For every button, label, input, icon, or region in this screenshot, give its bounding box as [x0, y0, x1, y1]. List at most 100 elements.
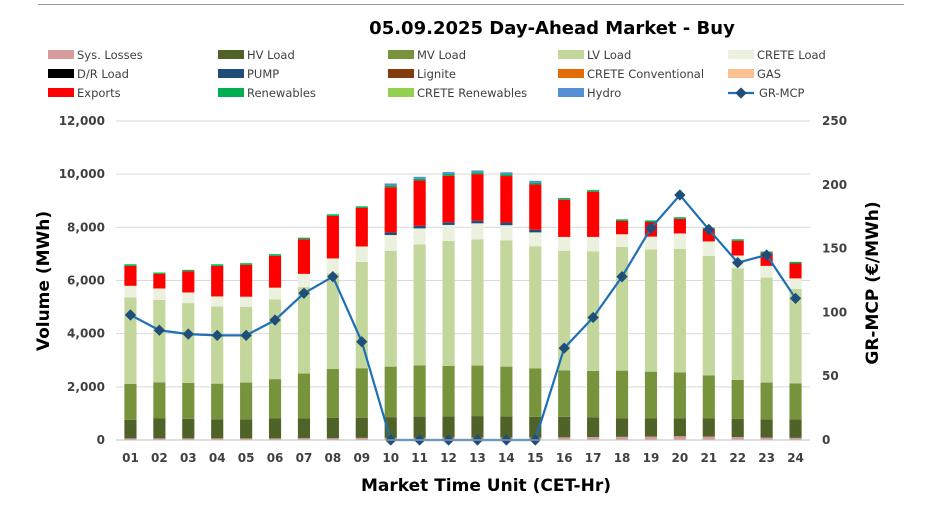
bar-segment-exports — [731, 240, 744, 256]
bar-segment-mv-load — [529, 368, 542, 417]
bar-segment-hv-load — [760, 419, 773, 438]
x-tick-label: 10 — [382, 451, 399, 465]
legend-swatch-hydro — [558, 88, 584, 97]
price-point — [211, 329, 223, 342]
bar-segment-mv-load — [702, 375, 715, 419]
bar-segment-crete-load — [413, 228, 426, 245]
bar-segment-mv-load — [355, 368, 368, 418]
bar-segment-hv-load — [558, 416, 571, 438]
x-tick-label: 11 — [411, 451, 428, 465]
bar-segment-lv-load — [731, 268, 744, 380]
bar-segment-crete-load — [442, 224, 455, 241]
legend-label-hydro: Hydro — [587, 86, 621, 100]
price-point — [732, 256, 744, 269]
bar-segment-crete-load — [789, 278, 802, 290]
bar-segment-mv-load — [558, 370, 571, 417]
bar-segment-crete-load — [500, 225, 513, 241]
bar-segment-exports — [529, 184, 542, 230]
bar-segment-crete-load — [673, 233, 686, 249]
price-point — [356, 336, 368, 348]
legend-label-d-r-load: D/R Load — [77, 67, 129, 81]
price-point — [240, 329, 252, 342]
x-tick-label: 06 — [267, 451, 284, 465]
x-tick-label: 01 — [122, 451, 139, 465]
bar-segment-sys-losses — [587, 437, 600, 440]
bar-segment-sys-losses — [731, 437, 744, 440]
legend-swatch-pump — [218, 69, 244, 78]
bar-segment-hv-load — [211, 419, 224, 439]
bar-segment-sys-losses — [124, 438, 137, 440]
legend-swatch-renewables — [218, 88, 244, 97]
bar-segment-renewables — [442, 173, 455, 176]
bar-segment-hv-load — [413, 416, 426, 438]
bar-segment-crete-load — [268, 287, 282, 300]
bar-segment-exports — [789, 263, 802, 279]
y2-tick-label: 100 — [822, 305, 847, 319]
y-axis-title: Volume (MWh) — [34, 211, 54, 351]
price-point — [182, 328, 194, 340]
bar-segment-hydro — [529, 180, 542, 183]
bar-segment-sys-losses — [211, 438, 224, 440]
bar-segment-hydro — [500, 172, 513, 175]
bar-segment-hv-load — [471, 416, 484, 438]
bar-segment-sys-losses — [789, 437, 802, 440]
bar-segment-renewables — [731, 239, 744, 241]
bar-segment-crete-load — [644, 236, 658, 250]
bar-segment-mv-load — [268, 379, 282, 419]
bar-segment-pump — [500, 222, 513, 226]
x-tick-label: 16 — [556, 451, 573, 465]
bar-segment-lv-load — [384, 250, 397, 367]
bar-segment-sys-losses — [355, 437, 368, 440]
bar-segment-hv-load — [355, 417, 368, 438]
legend-swatch-exports — [48, 88, 74, 97]
bar-segment-exports — [500, 176, 513, 223]
bar-segment-mv-load — [413, 365, 426, 417]
price-point — [587, 311, 599, 324]
bar-segment-mv-load — [760, 382, 773, 420]
legend-label-gas: GAS — [757, 67, 781, 81]
legend-swatch-lv-load — [558, 50, 584, 59]
bar-segment-hv-load — [268, 418, 282, 439]
x-tick-label: 09 — [353, 451, 370, 465]
x-tick-label: 22 — [729, 451, 746, 465]
bar-segment-exports — [182, 271, 195, 293]
bar-segment-hydro — [413, 176, 426, 179]
bar-segment-hydro — [471, 170, 484, 173]
bar-segment-crete-load — [558, 236, 571, 251]
bar-segment-pump — [384, 232, 397, 236]
x-tick-label: 14 — [498, 451, 515, 465]
x-tick-label: 18 — [614, 451, 631, 465]
bar-segment-hv-load — [615, 418, 629, 437]
price-point — [703, 223, 715, 236]
bar-segment-renewables — [471, 172, 484, 175]
bar-segment-exports — [673, 218, 686, 234]
bar-segment-mv-load — [153, 382, 166, 419]
bar-segment-lv-load — [182, 303, 195, 383]
y-tick-label: 0 — [97, 433, 105, 447]
bar-segment-hv-load — [644, 418, 658, 437]
legend-label-crete-conventional: CRETE Conventional — [587, 67, 704, 81]
bar-segment-hv-load — [673, 418, 686, 437]
bar-segment-sys-losses — [326, 438, 339, 440]
bar-segment-crete-load — [760, 265, 773, 278]
bar-segment-exports — [240, 264, 253, 297]
bar-segment-hv-load — [326, 417, 339, 439]
bar-segment-lv-load — [442, 240, 455, 366]
bar-segment-renewables — [153, 272, 166, 274]
legend-label-lignite: Lignite — [417, 67, 456, 81]
bar-segment-renewables — [413, 178, 426, 181]
bar-segment-pump — [529, 229, 542, 233]
legend-label-crete-load: CRETE Load — [757, 48, 826, 62]
x-tick-label: 15 — [527, 451, 544, 465]
y2-tick-label: 250 — [822, 114, 847, 128]
bar-segment-hydro — [384, 183, 397, 186]
bar-segment-hv-load — [124, 419, 137, 439]
top-rule — [38, 4, 904, 5]
bar-segment-hv-load — [240, 419, 253, 439]
bar-segment-lv-load — [297, 287, 311, 374]
bar-segment-mv-load — [240, 382, 253, 420]
bar-segment-lv-load — [413, 244, 426, 366]
bar-segment-crete-load — [326, 258, 339, 274]
x-tick-label: 07 — [296, 451, 313, 465]
y-tick-label: 8,000 — [67, 220, 105, 234]
